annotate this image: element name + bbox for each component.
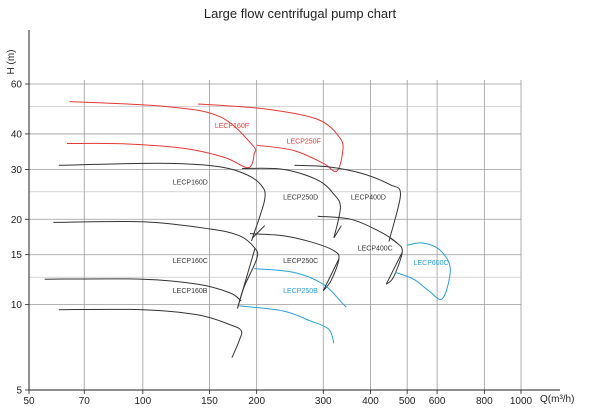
x-tick-label: 1000 bbox=[510, 396, 533, 407]
series-label-lecp400c: LECP400C bbox=[358, 246, 393, 253]
y-axis-title: H (m) bbox=[6, 50, 17, 75]
series-curve-lecp160b_upper bbox=[44, 278, 242, 302]
x-tick-label: 300 bbox=[315, 396, 332, 407]
curve-connector bbox=[333, 225, 342, 239]
x-tick-label: 150 bbox=[201, 396, 218, 407]
curve-connector bbox=[322, 258, 340, 291]
curve-connector bbox=[237, 248, 256, 309]
x-tick-label: 50 bbox=[23, 396, 35, 407]
y-tick-label: 60 bbox=[11, 80, 23, 91]
curve-connector bbox=[389, 237, 398, 244]
curve-labels: LECP160F LECP250F LECP160D LECP250D LECP400D… bbox=[173, 123, 449, 295]
curve-connector bbox=[252, 225, 266, 239]
series-label-lecp250b: LECP250B bbox=[283, 288, 318, 295]
series-label-lecp160d: LECP160D bbox=[173, 180, 208, 187]
series-label-lecp250d: LECP250D bbox=[283, 194, 318, 201]
x-tick-label: 400 bbox=[362, 396, 379, 407]
y-tick-label: 15 bbox=[11, 250, 23, 261]
x-tick-label: 70 bbox=[79, 396, 91, 407]
y-tick-label: 40 bbox=[11, 129, 23, 140]
series-curve-lecp160f bbox=[66, 101, 257, 169]
chart-title: Large flow centrifugal pump chart bbox=[204, 6, 397, 21]
x-tick-label: 500 bbox=[399, 396, 416, 407]
series-curve-lecp600c bbox=[395, 242, 451, 300]
series-label-lecp400d: LECP400D bbox=[351, 194, 386, 201]
series-curve-lecp160b bbox=[58, 308, 243, 358]
series-curve-lecp160c bbox=[53, 220, 259, 309]
x-tick-label: 600 bbox=[429, 396, 446, 407]
y-tick-label: 10 bbox=[11, 300, 23, 311]
series-label-lecp160b: LECP160B bbox=[173, 288, 208, 295]
series-label-lecp600c: LECP600C bbox=[414, 260, 449, 267]
series-label-lecp160f: LECP160F bbox=[215, 123, 249, 130]
series-curve-lecp250b_upper bbox=[254, 268, 347, 308]
y-tick-label: 20 bbox=[11, 215, 23, 226]
series-curve-lecp250d bbox=[242, 167, 341, 239]
curves bbox=[44, 101, 451, 358]
axes: 50 70 100 150 200 300 400 500 600 800 1000 5 10 15 20 3… bbox=[11, 30, 560, 407]
series-curve-lecp250b bbox=[239, 305, 335, 344]
x-tick-label: 200 bbox=[248, 396, 265, 407]
x-tick-label: 800 bbox=[476, 396, 493, 407]
y-tick-label: 30 bbox=[11, 165, 23, 176]
curve-connector bbox=[385, 252, 403, 285]
series-curve-lecp250f bbox=[198, 103, 344, 173]
x-tick-label: 100 bbox=[134, 396, 151, 407]
series-label-lecp250c: LECP250C bbox=[283, 258, 318, 265]
y-tick-label: 5 bbox=[16, 386, 22, 397]
series-curve-lecp250c bbox=[249, 233, 340, 292]
series-label-lecp160c: LECP160C bbox=[173, 258, 208, 265]
series-curve-lecp160d bbox=[58, 162, 266, 242]
x-axis-title: Q(m³/h) bbox=[540, 394, 574, 405]
series-label-lecp250f: LECP250F bbox=[287, 139, 321, 146]
